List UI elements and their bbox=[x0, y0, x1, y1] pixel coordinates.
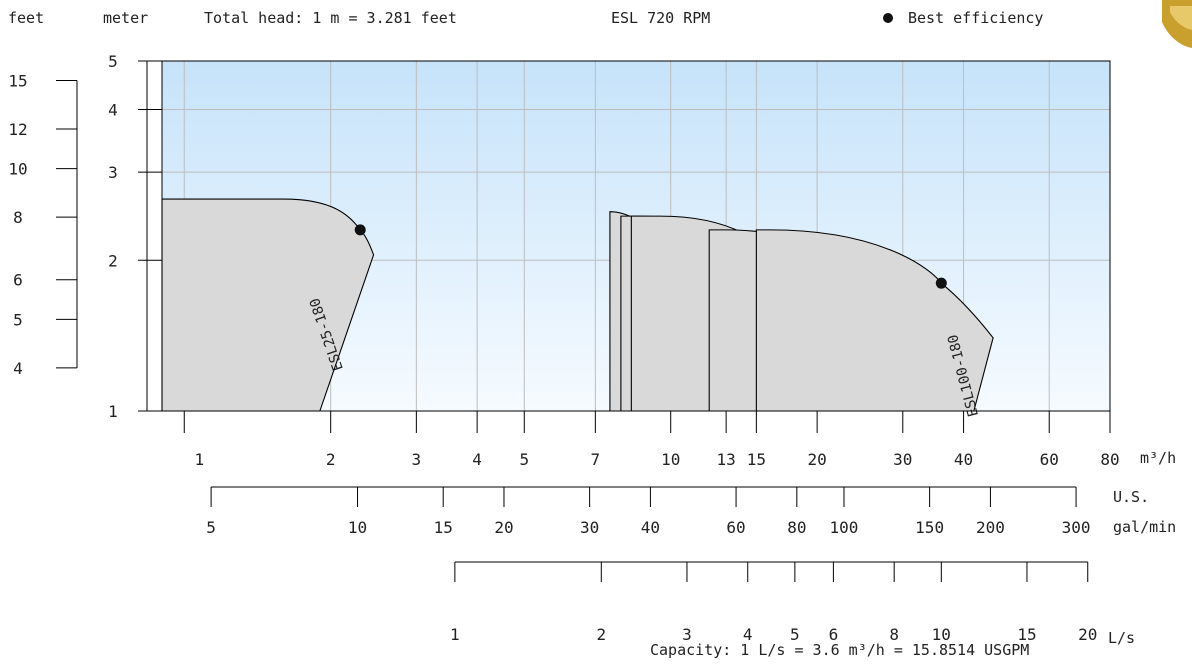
pump-curve-esl100-180 bbox=[755, 229, 994, 412]
meter-tick-label: 5 bbox=[108, 52, 118, 71]
flow-usgpm-axis: 5 10 15 20 30 40 60 80 100 150 200 300 bbox=[206, 486, 1091, 537]
m3h-tick-label: 60 bbox=[1040, 450, 1059, 469]
flow-m3h-axis: 1 2 3 4 5 7 10 13 15 20 30 40 60 80 bbox=[183, 411, 1120, 469]
head-conversion-note: Total head: 1 m = 3.281 feet bbox=[204, 9, 457, 27]
m3h-tick-label: 20 bbox=[808, 450, 827, 469]
m3h-tick-label: 80 bbox=[1100, 450, 1119, 469]
m3h-tick-label: 7 bbox=[591, 450, 601, 469]
unit-ls-label: L/s bbox=[1108, 629, 1135, 647]
feet-tick-label: 8 bbox=[13, 208, 23, 227]
m3h-tick-label: 15 bbox=[747, 450, 766, 469]
unit-m3h-label: m³/h bbox=[1140, 449, 1176, 467]
usgpm-tick-label: 20 bbox=[494, 518, 513, 537]
m3h-tick-label: 3 bbox=[412, 450, 422, 469]
feet-tick-label: 15 bbox=[8, 71, 27, 90]
ls-tick-label: 20 bbox=[1078, 625, 1097, 644]
m3h-tick-label: 10 bbox=[661, 450, 680, 469]
ls-tick-label: 6 bbox=[829, 625, 839, 644]
ls-tick-label: 5 bbox=[790, 625, 800, 644]
best-efficiency-point bbox=[354, 224, 366, 236]
usgpm-tick-label: 60 bbox=[726, 518, 745, 537]
unit-usgpm-label-line1: U.S. bbox=[1113, 488, 1149, 506]
feet-tick-label: 4 bbox=[13, 359, 23, 378]
usgpm-tick-label: 100 bbox=[830, 518, 859, 537]
ls-tick-label: 1 bbox=[450, 625, 460, 644]
best-efficiency-legend-label: Best efficiency bbox=[908, 9, 1043, 27]
ls-tick-label: 15 bbox=[1017, 625, 1036, 644]
m3h-tick-label: 5 bbox=[519, 450, 529, 469]
ls-tick-label: 2 bbox=[596, 625, 606, 644]
capacity-conversion-note: Capacity: 1 L/s = 3.6 m³/h = 15.8514 USG… bbox=[650, 641, 1029, 659]
m3h-tick-label: 40 bbox=[954, 450, 973, 469]
best-efficiency-point bbox=[935, 277, 947, 289]
unit-usgpm-label-line2: gal/min bbox=[1113, 518, 1176, 536]
feet-tick-label: 12 bbox=[8, 120, 27, 139]
ls-tick-label: 8 bbox=[889, 625, 899, 644]
usgpm-tick-label: 300 bbox=[1062, 518, 1091, 537]
series-title: ESL 720 RPM bbox=[611, 9, 710, 27]
feet-tick-label: 5 bbox=[13, 310, 23, 329]
ls-tick-label: 3 bbox=[682, 625, 692, 644]
meter-axis-title: meter bbox=[103, 9, 148, 27]
feet-tick-label: 10 bbox=[8, 160, 27, 179]
meter-tick-label: 3 bbox=[108, 163, 118, 182]
m3h-tick-label: 30 bbox=[893, 450, 912, 469]
ls-tick-label: 4 bbox=[743, 625, 753, 644]
m3h-tick-label: 2 bbox=[326, 450, 336, 469]
brand-logo-fragment bbox=[1162, 0, 1192, 48]
usgpm-tick-label: 15 bbox=[434, 518, 453, 537]
m3h-tick-label: 13 bbox=[716, 450, 735, 469]
feet-axis-title: feet bbox=[8, 9, 44, 27]
usgpm-tick-label: 80 bbox=[787, 518, 806, 537]
head-feet-axis: 4 5 6 8 10 12 15 bbox=[8, 71, 78, 378]
feet-tick-label: 6 bbox=[13, 271, 23, 290]
meter-tick-label: 1 bbox=[108, 402, 118, 421]
flow-ls-axis: 1 2 3 4 5 6 8 10 15 20 bbox=[450, 561, 1097, 644]
meter-tick-label: 4 bbox=[108, 101, 118, 120]
best-efficiency-legend-marker bbox=[883, 13, 893, 23]
meter-tick-label: 2 bbox=[108, 251, 118, 270]
usgpm-tick-label: 40 bbox=[641, 518, 660, 537]
m3h-tick-label: 1 bbox=[194, 450, 204, 469]
m3h-tick-label: 4 bbox=[472, 450, 482, 469]
ls-tick-label: 10 bbox=[932, 625, 951, 644]
usgpm-tick-label: 10 bbox=[348, 518, 367, 537]
head-meter-axis: 1 2 3 4 5 bbox=[108, 52, 162, 421]
usgpm-tick-label: 30 bbox=[580, 518, 599, 537]
pump-curves: ESL25-180ESL40-180ESL50-180ESL65-180ESL8… bbox=[161, 198, 994, 418]
usgpm-tick-label: 5 bbox=[206, 518, 216, 537]
usgpm-tick-label: 150 bbox=[915, 518, 944, 537]
usgpm-tick-label: 200 bbox=[976, 518, 1005, 537]
